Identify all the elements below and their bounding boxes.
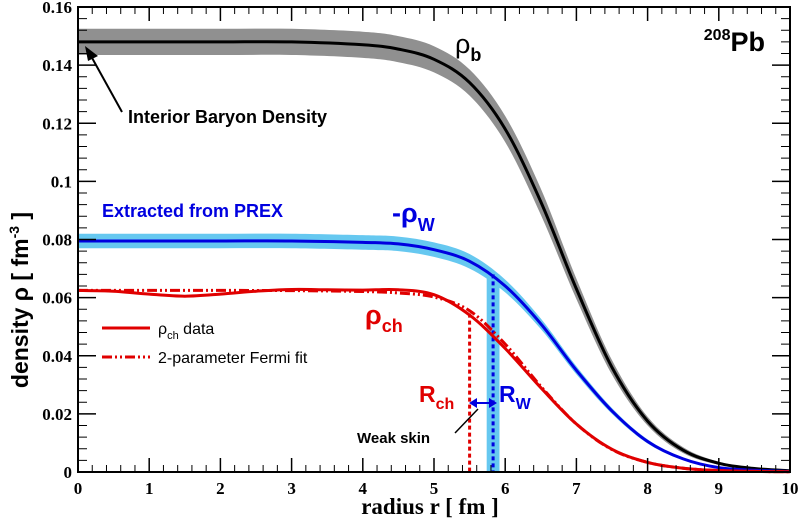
y-tick-label: 0.06 [42,289,72,308]
legend-label-data: ρch data [158,321,214,342]
x-tick-label: 7 [572,479,581,498]
x-tick-label: 0 [74,479,83,498]
rho-ch-label: ρch [365,300,403,336]
x-tick-label: 6 [501,479,510,498]
x-tick-label: 5 [430,479,439,498]
interior-arrow-line [90,55,123,113]
interior-density-label: Interior Baryon Density [128,107,327,127]
y-tick-label: 0.16 [42,0,72,17]
x-tick-label: 3 [287,479,296,498]
x-tick-label: 9 [715,479,724,498]
r-ch-label: Rch [419,381,454,413]
y-tick-label: 0.1 [51,172,72,191]
b-band [78,28,790,472]
y-tick-label: 0.08 [42,231,72,250]
x-tick-label: 8 [643,479,652,498]
interior-arrow-head [85,46,98,61]
radius-markers [468,274,500,472]
legend: ρch data 2-parameter Fermi fit [102,321,308,367]
x-axis-label: radius r [ fm ] [361,494,499,519]
y-tick-label: 0 [64,463,73,482]
skin-arrow-left-head [469,398,477,408]
skin-arrow-right-head [489,398,497,408]
w-curve [78,239,791,473]
y-tick-label: 0.12 [42,114,72,133]
y-axis-label: density ρ [ fm-3 ] [6,212,33,388]
legend-label-fit: 2-parameter Fermi fit [158,350,308,367]
nucleus-label: 208Pb [704,27,765,57]
weak-skin-pointer [454,408,479,434]
weak-skin-label: Weak skin [357,430,430,447]
y-tick-label: 0.04 [42,347,72,366]
x-tick-label: 4 [359,479,368,498]
b-curve [78,40,791,473]
x-tick-label: 2 [216,479,225,498]
axis-ticks: 0 1 2 3 4 5 6 7 8 9 10 0 0.02 0.04 0.06 0.08 0.1 0.12 0.14… [42,0,798,498]
x-tick-label: 1 [145,479,154,498]
rho-w-label: -ρW [392,198,435,235]
y-tick-label: 0.14 [42,56,72,75]
y-tick-label: 0.02 [42,405,72,424]
rho-b-label: ρb [455,29,481,65]
x-tick-label: 10 [782,479,799,498]
prex-label: Extracted from PREX [102,201,283,221]
r-w-label: RW [499,381,532,413]
